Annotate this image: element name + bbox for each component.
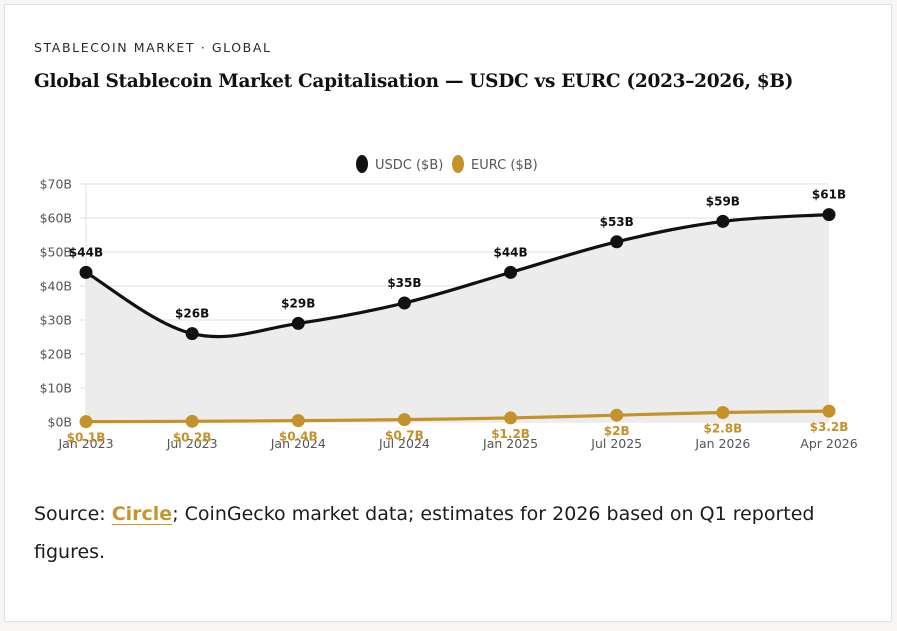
data-labels: $44B $26B $29B $35B $44B $53B $59B $61B $0.1B $0.… [67, 188, 849, 445]
x-tick-label: Apr 2026 [800, 436, 857, 451]
source-suffix: ; CoinGecko market data; estimates for 2… [34, 503, 815, 563]
eurc-data-label: $2B [604, 424, 630, 438]
y-tick-label: $60B [40, 211, 72, 226]
y-axis-labels: $0B $10B $20B $30B $40B $50B $60B $70B [40, 177, 72, 430]
source-prefix: Source: [34, 503, 112, 525]
usdc-point [716, 214, 730, 228]
x-tick-label: Jan 2024 [270, 436, 326, 451]
eurc-point [716, 405, 730, 419]
eurc-point [504, 411, 518, 425]
x-tick-label: Jul 2025 [590, 436, 642, 451]
y-tick-label: $0B [48, 415, 72, 430]
usdc-point [291, 316, 305, 330]
usdc-point [79, 265, 93, 279]
usdc-point [397, 296, 411, 310]
eurc-data-label: $0.2B [173, 430, 212, 444]
y-tick-label: $10B [40, 381, 72, 396]
eurc-data-label: $1.2B [491, 427, 530, 441]
series-points [79, 208, 836, 429]
usdc-point [610, 235, 624, 249]
usdc-area-fill [86, 214, 829, 422]
source-note: Source: Circle; CoinGecko market data; e… [34, 495, 854, 571]
eurc-data-label: $0.4B [279, 430, 318, 444]
x-tick-label: Jan 2026 [694, 436, 750, 451]
usdc-data-label: $44B [493, 245, 527, 259]
x-tick-label: Jan 2023 [57, 436, 113, 451]
chart-title: Global Stablecoin Market Capitalisation … [34, 71, 794, 92]
eurc-line [85, 409, 830, 424]
x-tick-label: Jul 2023 [166, 436, 218, 451]
usdc-point [822, 208, 836, 222]
legend-usdc-marker [356, 155, 368, 173]
usdc-data-label: $61B [812, 188, 846, 202]
eurc-point [822, 404, 836, 418]
x-tick-label: Jan 2025 [482, 436, 538, 451]
source-link-circle[interactable]: Circle [111, 503, 173, 525]
y-tick-label: $50B [40, 245, 72, 260]
legend: USDC ($B) EURC ($B) [356, 155, 538, 173]
usdc-point [504, 265, 518, 279]
x-axis-labels: Jan 2023 Jul 2023 Jan 2024 Jul 2024 Jan 2025… [57, 436, 857, 451]
usdc-data-label: $35B [387, 276, 421, 290]
legend-usdc-label: USDC ($B) [375, 158, 443, 173]
usdc-data-label: $53B [600, 215, 634, 229]
x-tick-label: Jul 2024 [378, 436, 430, 451]
eurc-point [610, 408, 624, 422]
legend-eurc-label: EURC ($B) [471, 158, 538, 173]
eurc-data-label: $0.7B [385, 429, 424, 443]
y-tick-label: $20B [40, 347, 72, 362]
eurc-data-label: $2.8B [703, 421, 742, 435]
eurc-point [291, 414, 305, 428]
y-tick-label: $70B [40, 177, 72, 192]
usdc-data-label: $44B [69, 245, 103, 259]
eurc-data-label: $3.2B [810, 420, 849, 434]
usdc-data-label: $29B [281, 296, 315, 310]
eurc-point [79, 415, 93, 429]
y-tick-label: $40B [40, 279, 72, 294]
usdc-data-label: $59B [706, 194, 740, 208]
legend-eurc-marker [452, 155, 464, 173]
area-fills [86, 214, 829, 422]
usdc-data-label: $26B [175, 307, 209, 321]
y-tick-label: $30B [40, 313, 72, 328]
eurc-point [397, 413, 411, 427]
eyebrow-label: STABLECOIN MARKET · GLOBAL [34, 40, 272, 55]
eurc-point [185, 414, 199, 428]
usdc-point [185, 327, 199, 341]
eurc-data-label: $0.1B [67, 431, 106, 445]
